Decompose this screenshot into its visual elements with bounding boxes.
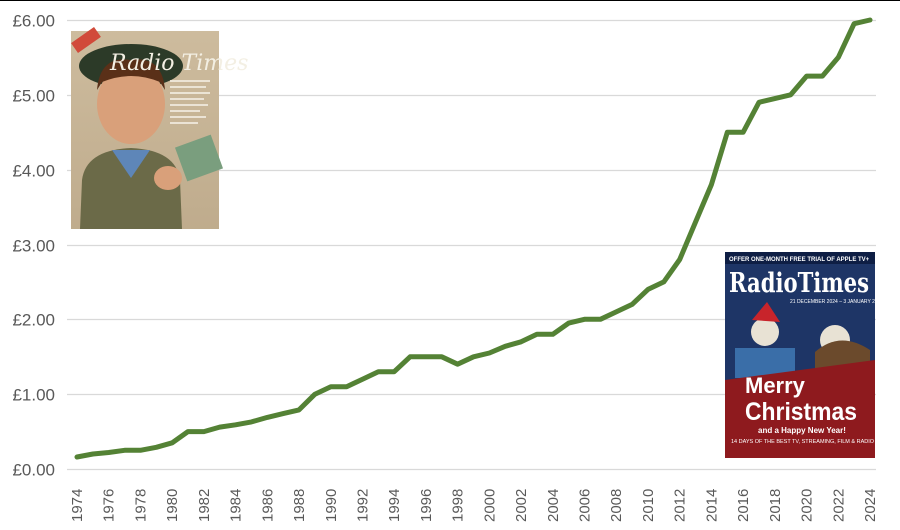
cover-2024-masthead: RadioTimes <box>729 268 869 299</box>
series-line <box>74 17 873 460</box>
cover-2024-headline-1: Merry <box>745 373 806 398</box>
x-tick-label: 2022 <box>830 489 847 522</box>
x-tick-label: 1990 <box>323 489 340 522</box>
x-tick-label: 1996 <box>418 489 435 522</box>
cover-2024-image: OFFER ONE-MONTH FREE TRIAL OF APPLE TV+ … <box>725 252 883 458</box>
x-tick-label: 1984 <box>228 489 245 522</box>
x-tick-label: 2014 <box>703 489 720 522</box>
x-tick-label: 1978 <box>132 489 149 522</box>
x-tick-label: 2000 <box>481 489 498 522</box>
cover-2024-headline-2: Christmas <box>745 398 857 426</box>
y-tick-label: £3.00 <box>12 237 55 256</box>
cover-1974-image: Radio Times <box>71 27 248 229</box>
cover-2024-offer: OFFER ONE-MONTH FREE TRIAL OF APPLE TV+ <box>729 257 870 263</box>
y-tick-label: £2.00 <box>12 311 55 330</box>
x-tick-label: 1982 <box>196 489 213 522</box>
x-tick-label: 1976 <box>101 489 118 522</box>
y-tick-label: £0.00 <box>12 461 55 480</box>
x-tick-label: 2004 <box>545 489 562 522</box>
y-tick-label: £4.00 <box>12 162 55 181</box>
x-tick-label: 1992 <box>354 489 371 522</box>
y-tick-label: £5.00 <box>12 87 55 106</box>
x-tick-label: 2002 <box>513 489 530 522</box>
y-axis-ticks: £0.00 £1.00 £2.00 £3.00 £4.00 £5.00 £6.00 <box>12 12 55 480</box>
x-axis-ticks: 1974 1976 1978 1980 1982 1984 1986 1988 1990 1992… <box>69 489 879 522</box>
x-tick-label: 2008 <box>608 489 625 522</box>
x-tick-label: 2020 <box>799 489 816 522</box>
cover-2024-subheadline: and a Happy New Year! <box>758 426 846 435</box>
x-tick-label: 2010 <box>640 489 657 522</box>
x-tick-label: 2018 <box>767 489 784 522</box>
cover-2024-strapline: 14 DAYS OF THE BEST TV, STREAMING, FILM … <box>731 439 875 445</box>
x-tick-label: 1988 <box>291 489 308 522</box>
series-group <box>74 17 873 460</box>
x-tick-label: 1998 <box>450 489 467 522</box>
y-tick-label: £6.00 <box>12 12 55 31</box>
cover-1974-masthead: Radio Times <box>109 51 248 76</box>
x-tick-label: 1986 <box>259 489 276 522</box>
x-tick-label: 1980 <box>164 489 181 522</box>
x-tick-label: 2012 <box>672 489 689 522</box>
x-tick-label: 2016 <box>735 489 752 522</box>
x-tick-label: 2006 <box>577 489 594 522</box>
x-tick-label: 1974 <box>69 489 86 522</box>
x-tick-label: 2024 <box>862 489 879 522</box>
x-tick-label: 1994 <box>386 489 403 522</box>
cover-2024-dates: 21 DECEMBER 2024 – 3 JANUARY 2025 <box>790 299 883 305</box>
y-tick-label: £1.00 <box>12 386 55 405</box>
